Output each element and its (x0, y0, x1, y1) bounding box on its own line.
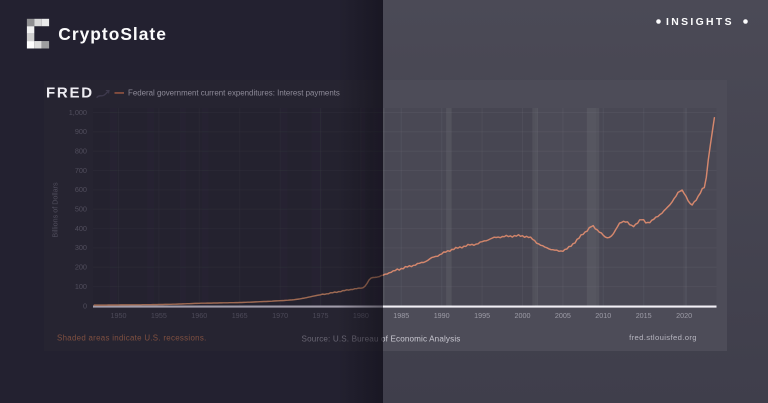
svg-text:Shaded areas indicate U.S. rec: Shaded areas indicate U.S. recessions. (57, 334, 207, 343)
svg-text:200: 200 (75, 263, 87, 272)
svg-text:1975: 1975 (313, 311, 329, 320)
svg-text:900: 900 (75, 127, 87, 136)
svg-text:0: 0 (83, 301, 87, 310)
svg-text:1990: 1990 (434, 311, 450, 320)
svg-text:1,000: 1,000 (69, 108, 87, 117)
svg-text:CryptoSlate: CryptoSlate (58, 24, 167, 44)
svg-text:Source: U.S. Bureau of Economi: Source: U.S. Bureau of Economic Analysis (302, 334, 461, 343)
svg-text:100: 100 (75, 282, 87, 291)
svg-text:600: 600 (75, 185, 87, 194)
svg-text:FRED: FRED (46, 85, 94, 102)
svg-text:INSIGHTS: INSIGHTS (666, 17, 734, 28)
svg-text:2010: 2010 (595, 311, 611, 320)
svg-text:2005: 2005 (555, 311, 571, 320)
svg-text:1950: 1950 (111, 311, 127, 320)
svg-text:2020: 2020 (676, 311, 692, 320)
svg-text:500: 500 (75, 205, 87, 214)
svg-text:1965: 1965 (232, 311, 248, 320)
svg-text:Billions of Dollars: Billions of Dollars (51, 182, 60, 238)
svg-text:fred.stlouisfed.org: fred.stlouisfed.org (629, 333, 697, 342)
svg-text:1970: 1970 (272, 311, 288, 320)
svg-text:1995: 1995 (474, 311, 490, 320)
svg-text:700: 700 (75, 166, 87, 175)
svg-text:800: 800 (75, 147, 87, 156)
svg-text:Federal government current exp: Federal government current expenditures:… (128, 89, 340, 98)
svg-text:2015: 2015 (636, 311, 652, 320)
svg-text:1960: 1960 (191, 311, 207, 320)
svg-text:300: 300 (75, 243, 87, 252)
svg-text:400: 400 (75, 224, 87, 233)
svg-text:1955: 1955 (151, 311, 167, 320)
svg-text:1985: 1985 (393, 311, 409, 320)
svg-text:2000: 2000 (515, 311, 531, 320)
